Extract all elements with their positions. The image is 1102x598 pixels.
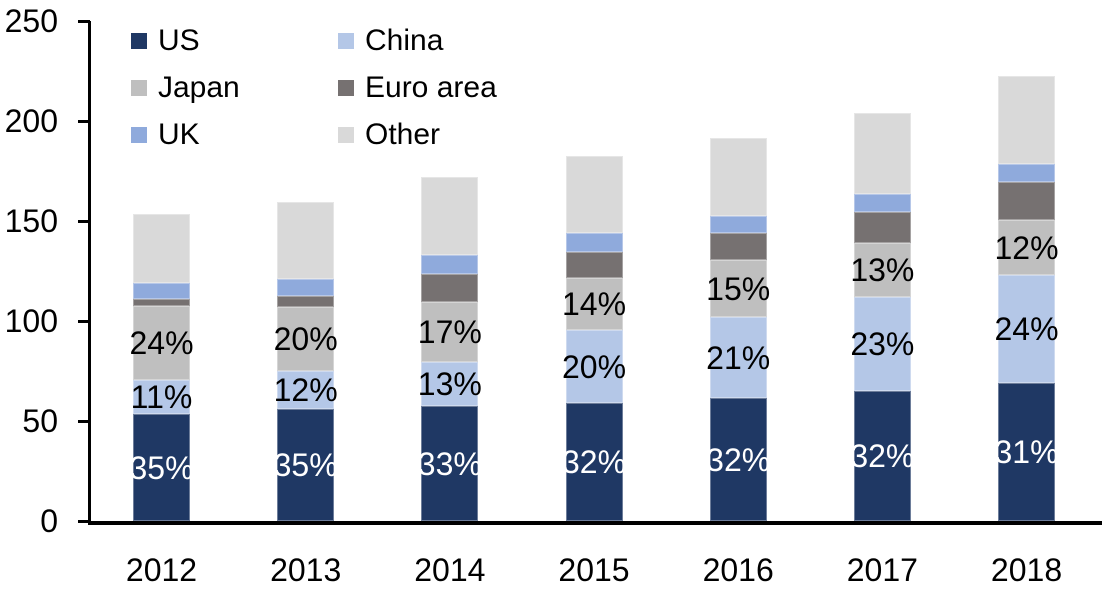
bar-segment-us <box>709 398 767 521</box>
bar-segment-china <box>853 297 911 391</box>
x-axis-label: 2018 <box>990 552 1063 588</box>
bar-segment-label: 33% <box>417 445 482 482</box>
bar-segment-label: 15% <box>706 270 771 307</box>
bar-segment-japan <box>277 307 335 371</box>
bar-segment-other <box>853 113 911 194</box>
bar-segment-label: 24% <box>129 325 194 361</box>
bar-segment-uk <box>277 279 335 296</box>
legend-label: Other <box>365 118 441 151</box>
bar-segment-china <box>565 330 623 403</box>
bar-segment-japan <box>853 243 911 297</box>
bar-segment-us <box>998 383 1056 521</box>
y-axis-line <box>88 21 91 524</box>
bar-segment-label: 13% <box>417 366 482 402</box>
bar-segment-japan <box>133 306 190 380</box>
y-tick-mark <box>78 420 90 423</box>
bar-segment-label: 31% <box>994 434 1059 470</box>
bar-segment-label: 12% <box>273 372 338 408</box>
x-axis-label: 2012 <box>125 552 198 588</box>
bar-segment-other <box>565 156 623 233</box>
bar-segment-label: 13% <box>850 252 915 288</box>
y-tick-mark <box>78 320 90 323</box>
bar-segment-china <box>421 362 479 406</box>
bar-segment-label: 35% <box>273 447 338 483</box>
bar-segment-china <box>998 275 1056 383</box>
bar-segment-euro-area <box>853 212 911 243</box>
y-tick-label: 250 <box>4 3 58 39</box>
legend-label: Euro area <box>365 71 497 104</box>
bar-segment-label: 17% <box>417 314 482 350</box>
legend-label: US <box>158 24 200 57</box>
y-tick-mark <box>78 120 90 123</box>
bar-segment-japan <box>709 260 767 317</box>
y-tick-label: 150 <box>4 203 58 239</box>
bar-segment-us <box>565 403 623 521</box>
bar-segment-label: 20% <box>273 321 338 357</box>
bar-segment-euro-area <box>709 233 767 260</box>
x-axis-label: 2016 <box>702 552 774 588</box>
bar-segment-label: 24% <box>994 311 1059 347</box>
bar-segment-label: 32% <box>561 444 627 480</box>
bar-segment-uk <box>133 283 190 299</box>
x-axis-label: 2014 <box>414 552 486 588</box>
y-tick-label: 100 <box>4 303 58 339</box>
bar-segment-china <box>709 317 767 398</box>
bar-segment-label: 23% <box>850 326 915 362</box>
bar-segment-euro-area <box>277 296 335 307</box>
y-tick-mark <box>78 220 90 223</box>
legend-swatch-us <box>131 33 147 49</box>
x-axis-line <box>88 521 1102 525</box>
bar-segment-euro-area <box>998 182 1056 220</box>
bar-segment-uk <box>565 233 623 252</box>
bar-segment-uk <box>421 255 479 274</box>
y-tick-mark <box>78 520 90 523</box>
legend-label: Japan <box>158 71 240 104</box>
y-tick-label: 200 <box>4 103 58 139</box>
bar-segment-other <box>421 177 479 255</box>
legend-swatch-china <box>338 33 354 49</box>
y-tick-label: 0 <box>40 503 58 539</box>
bar-segment-china <box>277 371 335 409</box>
bar-segment-china <box>133 380 190 414</box>
bar-segment-us <box>133 414 190 521</box>
bar-segment-uk <box>998 164 1056 182</box>
bar-segment-label: 21% <box>706 339 771 376</box>
bar-segment-japan <box>421 302 479 362</box>
bar-segment-us <box>853 391 911 521</box>
bar-segment-japan <box>565 278 623 330</box>
legend-swatch-other <box>338 127 354 143</box>
legend-swatch-euro-area <box>338 80 354 96</box>
bar-segment-euro-area <box>565 252 623 278</box>
bar-segment-other <box>709 138 767 216</box>
bar-segment-other <box>133 214 190 283</box>
bar-segment-label: 32% <box>706 441 771 478</box>
y-tick-mark <box>78 20 90 23</box>
bar-segment-us <box>277 409 335 521</box>
x-axis-label: 2015 <box>558 552 630 588</box>
y-tick-label: 50 <box>22 403 58 439</box>
bar-segment-us <box>421 406 479 521</box>
bar-segment-uk <box>709 216 767 233</box>
legend-label: China <box>365 24 444 57</box>
bar-segment-japan <box>998 220 1056 275</box>
bar-segment-label: 32% <box>850 438 915 474</box>
bar-segment-euro-area <box>133 299 190 306</box>
legend-swatch-uk <box>131 127 147 143</box>
bar-segment-other <box>998 76 1056 164</box>
legend-swatch-japan <box>131 80 147 96</box>
bar-segment-other <box>277 202 335 279</box>
bar-segment-label: 12% <box>994 229 1059 266</box>
x-axis-label: 2013 <box>270 552 342 588</box>
bar-segment-label: 35% <box>129 449 194 486</box>
legend-label: UK <box>158 118 200 151</box>
bar-segment-label: 20% <box>561 348 627 385</box>
bar-segment-uk <box>853 194 911 212</box>
bar-segment-euro-area <box>421 274 479 302</box>
bar-segment-label: 11% <box>130 379 193 415</box>
bar-segment-label: 14% <box>561 286 627 322</box>
x-axis-label: 2017 <box>846 552 918 588</box>
